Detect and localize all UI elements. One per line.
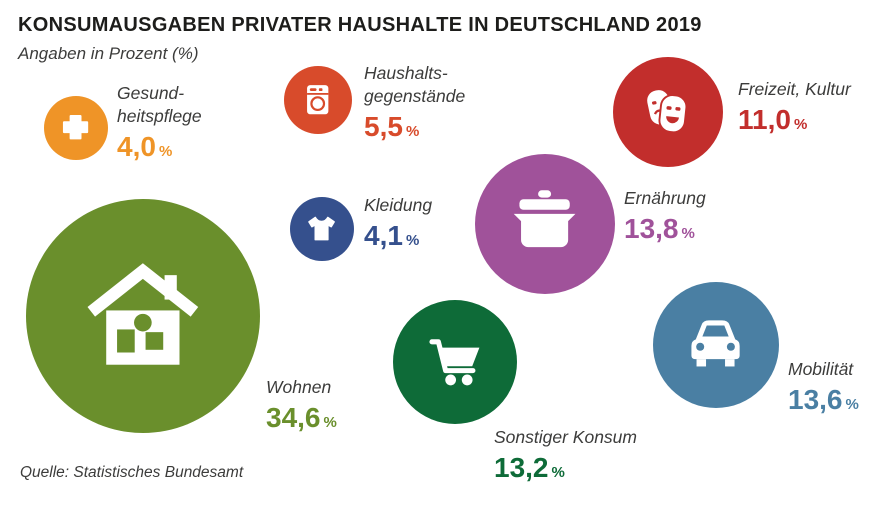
bubble-mobilitaet xyxy=(653,282,779,408)
value-number: 4,1 xyxy=(364,220,403,251)
bubble-freizeit-kultur xyxy=(613,57,723,167)
value-number: 11,0 xyxy=(738,104,791,135)
label-mobilitaet: Mobilität 13,6% xyxy=(788,358,859,421)
bubble-gesundheitspflege xyxy=(44,96,108,160)
category-label: heitspflege xyxy=(117,106,202,126)
value-number: 4,0 xyxy=(117,131,156,162)
cooking-pot-icon xyxy=(514,190,576,248)
category-value: 13,6% xyxy=(788,384,859,421)
label-sonstiger-konsum: Sonstiger Konsum 13,2% xyxy=(494,426,637,489)
value-number: 34,6 xyxy=(266,402,321,433)
percent-sign: % xyxy=(405,232,420,249)
category-label: Gesund- xyxy=(117,83,185,103)
value-number: 13,6 xyxy=(788,384,843,415)
page-subtitle: Angaben in Prozent (%) xyxy=(18,44,199,63)
theater-masks-icon xyxy=(647,90,688,134)
bubble-wohnen xyxy=(26,199,260,433)
category-label: Ernährung xyxy=(624,188,706,208)
category-value: 34,6% xyxy=(266,402,337,439)
house-icon xyxy=(87,263,199,365)
label-ernaehrung: Ernährung 13,8% xyxy=(624,187,706,250)
category-label: Freizeit, Kultur xyxy=(738,79,851,99)
car-icon xyxy=(691,320,741,367)
page-title: KONSUMAUSGABEN PRIVATER HAUSHALTE IN DEU… xyxy=(18,14,702,36)
category-value: 13,8% xyxy=(624,213,706,250)
percent-sign: % xyxy=(845,396,859,413)
label-haushaltsgegenstaende: Haushalts- gegenstände 5,5% xyxy=(364,62,465,148)
category-label: Sonstiger Konsum xyxy=(494,427,637,447)
value-number: 13,8 xyxy=(624,213,679,244)
label-gesundheitspflege: Gesund- heitspflege 4,0% xyxy=(117,82,202,168)
percent-sign: % xyxy=(793,116,808,133)
bubble-haushaltsgegenstaende xyxy=(284,66,352,134)
washing-machine-icon xyxy=(307,85,329,115)
percent-sign: % xyxy=(158,143,173,160)
value-number: 13,2 xyxy=(494,452,549,483)
category-label: Kleidung xyxy=(364,195,433,215)
category-value: 5,5% xyxy=(364,111,465,148)
label-wohnen: Wohnen 34,6% xyxy=(266,376,337,439)
shopping-cart-icon xyxy=(429,339,480,386)
category-value: 11,0% xyxy=(738,104,851,141)
tshirt-icon xyxy=(308,217,336,241)
label-kleidung: Kleidung 4,1% xyxy=(364,194,432,257)
bubble-kleidung xyxy=(290,197,354,261)
category-label: Haushalts- xyxy=(364,63,448,83)
percent-sign: % xyxy=(323,414,337,431)
bubble-sonstiger-konsum xyxy=(393,300,517,424)
percent-sign: % xyxy=(551,464,565,481)
percent-sign: % xyxy=(405,123,420,140)
label-freizeit-kultur: Freizeit, Kultur 11,0% xyxy=(738,78,851,141)
value-number: 5,5 xyxy=(364,111,403,142)
category-value: 4,1% xyxy=(364,220,432,257)
source-note: Quelle: Statistisches Bundesamt xyxy=(20,464,244,481)
category-label: Mobilität xyxy=(788,359,854,379)
category-value: 13,2% xyxy=(494,452,637,489)
category-label: Wohnen xyxy=(266,377,332,397)
category-value: 4,0% xyxy=(117,131,202,168)
bubble-ernaehrung xyxy=(475,154,615,294)
category-label: gegenstände xyxy=(364,86,466,106)
cross-icon xyxy=(63,115,89,140)
percent-sign: % xyxy=(681,225,695,242)
